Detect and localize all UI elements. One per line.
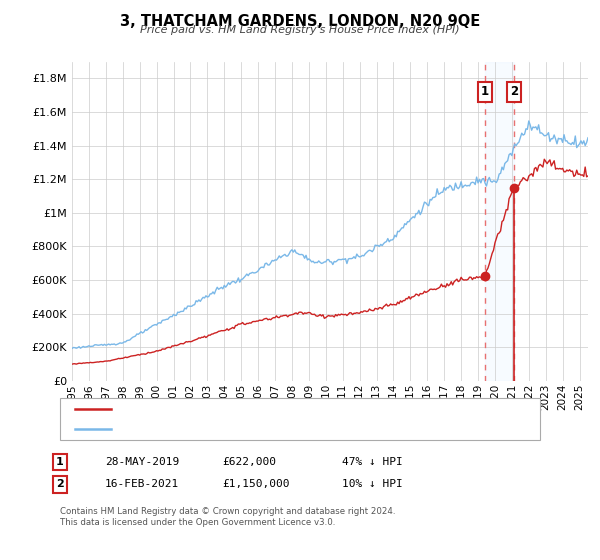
- Text: 3, THATCHAM GARDENS, LONDON, N20 9QE (detached house): 3, THATCHAM GARDENS, LONDON, N20 9QE (de…: [117, 404, 441, 414]
- Text: HPI: Average price, detached house, Barnet: HPI: Average price, detached house, Barn…: [117, 424, 345, 434]
- Text: 1: 1: [481, 85, 489, 99]
- Text: 2: 2: [510, 85, 518, 99]
- Text: £1,150,000: £1,150,000: [222, 479, 290, 489]
- Text: 2: 2: [56, 479, 64, 489]
- Text: Contains HM Land Registry data © Crown copyright and database right 2024.: Contains HM Land Registry data © Crown c…: [60, 507, 395, 516]
- Text: 10% ↓ HPI: 10% ↓ HPI: [342, 479, 403, 489]
- Text: Price paid vs. HM Land Registry's House Price Index (HPI): Price paid vs. HM Land Registry's House …: [140, 25, 460, 35]
- Text: £622,000: £622,000: [222, 457, 276, 467]
- Text: This data is licensed under the Open Government Licence v3.0.: This data is licensed under the Open Gov…: [60, 518, 335, 527]
- Text: 1: 1: [56, 457, 64, 467]
- Text: 47% ↓ HPI: 47% ↓ HPI: [342, 457, 403, 467]
- Text: 16-FEB-2021: 16-FEB-2021: [105, 479, 179, 489]
- Bar: [485, 62, 514, 381]
- Text: 3, THATCHAM GARDENS, LONDON, N20 9QE: 3, THATCHAM GARDENS, LONDON, N20 9QE: [120, 14, 480, 29]
- Text: 28-MAY-2019: 28-MAY-2019: [105, 457, 179, 467]
